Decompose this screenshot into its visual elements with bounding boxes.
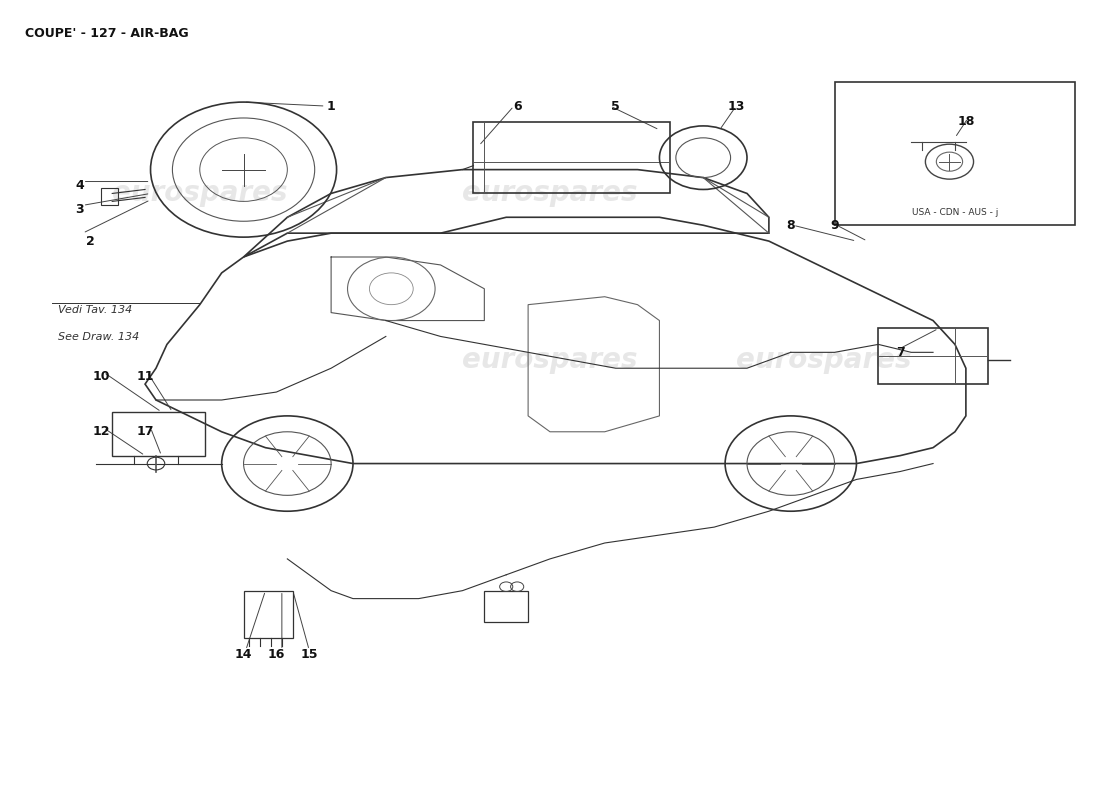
Text: 14: 14 bbox=[234, 648, 252, 661]
Text: 12: 12 bbox=[92, 426, 110, 438]
Text: 2: 2 bbox=[86, 234, 95, 248]
Text: eurospares: eurospares bbox=[736, 346, 912, 374]
Text: 15: 15 bbox=[300, 648, 318, 661]
Text: 4: 4 bbox=[75, 179, 84, 192]
Text: See Draw. 134: See Draw. 134 bbox=[57, 333, 139, 342]
Bar bbox=[243, 590, 293, 638]
Text: 9: 9 bbox=[830, 218, 839, 232]
Bar bbox=[112, 412, 206, 456]
Text: USA - CDN - AUS - j: USA - CDN - AUS - j bbox=[912, 208, 998, 218]
Text: eurospares: eurospares bbox=[462, 179, 638, 207]
Text: 7: 7 bbox=[895, 346, 904, 359]
Text: 6: 6 bbox=[513, 99, 521, 113]
Text: 16: 16 bbox=[267, 648, 285, 661]
Bar bbox=[473, 122, 670, 194]
Bar bbox=[878, 329, 988, 384]
Text: Vedi Tav. 134: Vedi Tav. 134 bbox=[57, 305, 132, 314]
Text: 3: 3 bbox=[75, 203, 84, 216]
Text: 11: 11 bbox=[136, 370, 154, 382]
Text: 8: 8 bbox=[786, 218, 795, 232]
Bar bbox=[101, 188, 118, 206]
Text: COUPE' - 127 - AIR-BAG: COUPE' - 127 - AIR-BAG bbox=[24, 26, 188, 40]
Text: 13: 13 bbox=[727, 99, 745, 113]
Text: 10: 10 bbox=[92, 370, 110, 382]
Text: 5: 5 bbox=[612, 99, 620, 113]
Text: eurospares: eurospares bbox=[462, 346, 638, 374]
Text: 1: 1 bbox=[327, 99, 336, 113]
Text: 17: 17 bbox=[136, 426, 154, 438]
Bar bbox=[484, 590, 528, 622]
Text: eurospares: eurospares bbox=[112, 179, 287, 207]
Bar bbox=[835, 82, 1076, 226]
Text: 18: 18 bbox=[957, 115, 975, 129]
